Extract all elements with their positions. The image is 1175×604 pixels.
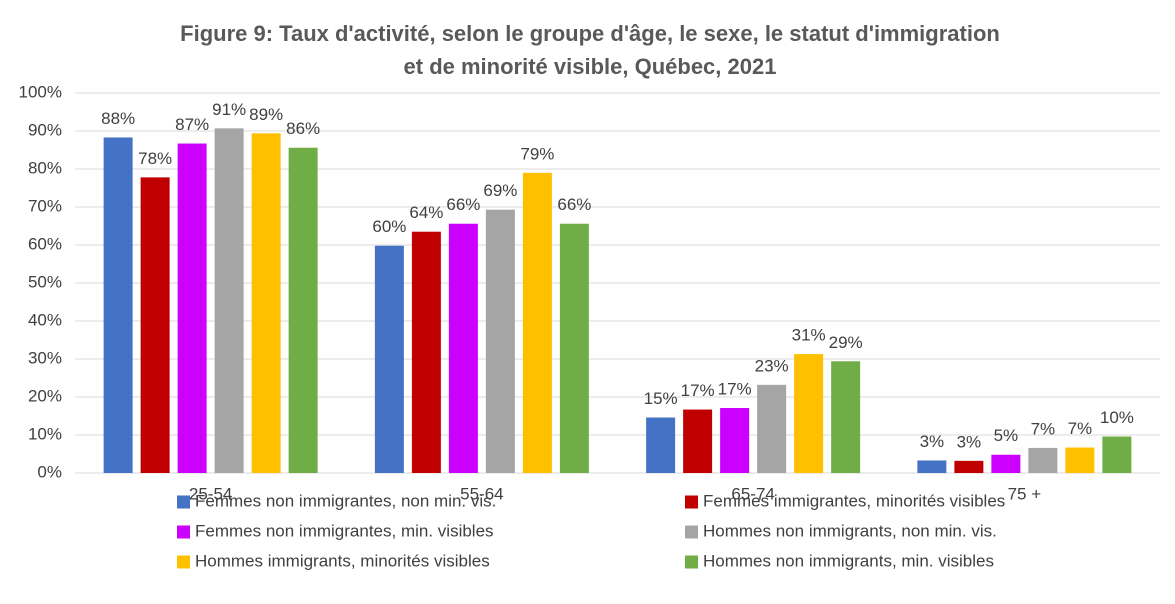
data-label: 7% (1068, 419, 1093, 438)
data-label: 10% (1100, 408, 1134, 427)
data-label: 3% (920, 432, 945, 451)
bar (103, 137, 133, 473)
y-tick-label: 60% (28, 234, 62, 253)
data-label: 7% (1031, 419, 1056, 438)
data-label: 69% (483, 181, 517, 200)
bar (720, 408, 750, 473)
bar (991, 454, 1021, 473)
data-label: 29% (829, 333, 863, 352)
y-tick-label: 100% (19, 82, 62, 101)
bar (374, 245, 404, 473)
bar (448, 223, 478, 473)
data-label: 3% (957, 432, 982, 451)
y-tick-label: 30% (28, 348, 62, 367)
legend-label: Femmes non immigrantes, non min. vis. (195, 491, 496, 510)
y-tick-label: 20% (28, 386, 62, 405)
y-tick-label: 70% (28, 196, 62, 215)
bar (646, 417, 676, 473)
y-tick-label: 0% (37, 462, 62, 481)
legend-swatch (685, 525, 698, 539)
legend-swatch (177, 555, 190, 569)
y-tick-label: 90% (28, 120, 62, 139)
bar (954, 460, 984, 473)
bar (559, 223, 589, 473)
data-label: 15% (644, 389, 678, 408)
data-label: 23% (755, 356, 789, 375)
chart-title: et de minorité visible, Québec, 2021 (404, 54, 777, 79)
legend-label: Hommes immigrants, minorités visibles (195, 551, 490, 570)
bar (522, 172, 552, 474)
legend-label: Femmes non immigrantes, min. visibles (195, 521, 494, 540)
data-label: 17% (718, 380, 752, 399)
data-label: 88% (101, 109, 135, 128)
y-tick-label: 40% (28, 310, 62, 329)
bar (485, 209, 515, 473)
bar (917, 460, 947, 473)
y-tick-label: 10% (28, 424, 62, 443)
data-label: 89% (249, 105, 283, 124)
x-tick-label: 75 + (1008, 484, 1042, 503)
bar (1102, 436, 1132, 473)
data-label: 5% (994, 426, 1019, 445)
x-tick-label: 25-54 (189, 484, 232, 503)
bar (140, 177, 170, 474)
data-label: 87% (175, 115, 209, 134)
bar (214, 128, 244, 473)
data-label: 79% (520, 144, 554, 163)
y-tick-label: 50% (28, 272, 62, 291)
data-label: 91% (212, 100, 246, 119)
bar (757, 384, 787, 473)
bar (1028, 447, 1058, 473)
legend-swatch (177, 495, 190, 509)
legend-swatch (685, 495, 698, 509)
data-label: 17% (681, 381, 715, 400)
bar (1065, 447, 1095, 473)
legend-swatch (177, 525, 190, 539)
legend-swatch (685, 555, 698, 569)
data-label: 31% (792, 326, 826, 345)
x-tick-label: 65-74 (731, 484, 774, 503)
legend-label: Femmes immigrantes, minorités visibles (703, 491, 1005, 510)
legend-label: Hommes non immigrants, min. visibles (703, 551, 994, 570)
data-label: 66% (557, 195, 591, 214)
data-label: 64% (409, 203, 443, 222)
data-label: 78% (138, 149, 172, 168)
data-label: 60% (372, 217, 406, 236)
bar (177, 143, 207, 474)
bar (411, 231, 441, 473)
bar (251, 133, 281, 473)
y-tick-label: 80% (28, 158, 62, 177)
x-tick-label: 55-64 (460, 484, 503, 503)
data-label: 86% (286, 119, 320, 138)
legend-label: Hommes non immigrants, non min. vis. (703, 521, 997, 540)
bar (288, 147, 318, 473)
bar (831, 361, 861, 473)
chart-title: Figure 9: Taux d'activité, selon le grou… (180, 21, 1000, 46)
bar (794, 354, 824, 473)
data-label: 66% (446, 195, 480, 214)
bar (683, 409, 713, 473)
